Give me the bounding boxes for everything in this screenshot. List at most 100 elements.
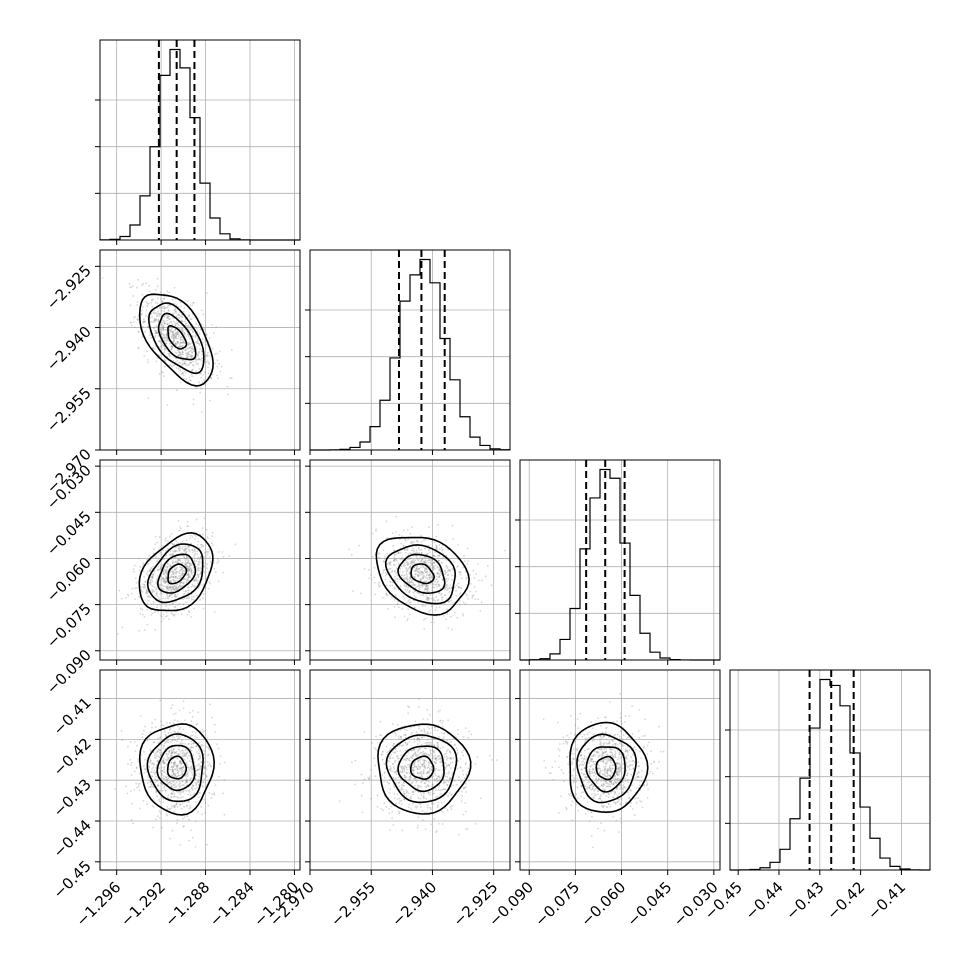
scatter-point bbox=[213, 792, 215, 795]
scatter-point bbox=[163, 322, 166, 324]
contour-2-0-0 bbox=[167, 563, 188, 585]
scatter-point bbox=[191, 369, 193, 372]
scatter-point bbox=[412, 793, 415, 796]
scatter-point bbox=[162, 327, 164, 330]
scatter-point bbox=[386, 594, 389, 597]
scatter-point bbox=[206, 553, 209, 555]
scatter-point bbox=[201, 728, 204, 731]
scatter-point bbox=[426, 569, 428, 571]
scatter-point bbox=[157, 610, 160, 613]
scatter-point bbox=[199, 348, 202, 351]
scatter-point bbox=[403, 790, 405, 793]
scatter-point bbox=[476, 756, 479, 758]
scatter-point bbox=[188, 818, 190, 821]
scatter-point bbox=[183, 816, 186, 818]
scatter-point bbox=[445, 772, 448, 775]
scatter-point bbox=[170, 785, 173, 788]
scatter-point bbox=[401, 767, 403, 769]
scatter-point bbox=[176, 796, 178, 798]
scatter-point bbox=[198, 547, 201, 549]
scatter-point bbox=[211, 544, 214, 547]
scatter-point bbox=[424, 538, 427, 541]
scatter-point bbox=[161, 321, 164, 324]
scatter-point bbox=[443, 781, 446, 784]
scatter-point bbox=[388, 561, 390, 564]
scatter-point bbox=[142, 321, 145, 324]
scatter-point bbox=[207, 537, 210, 540]
scatter-point bbox=[161, 752, 164, 754]
scatter-point bbox=[163, 320, 166, 323]
scatter-point bbox=[418, 698, 420, 700]
scatter-point bbox=[154, 771, 157, 774]
scatter-point bbox=[409, 613, 411, 616]
scatter-point bbox=[193, 580, 196, 583]
scatter-point bbox=[173, 585, 176, 587]
scatter-point bbox=[125, 597, 127, 599]
scatter-point bbox=[121, 739, 124, 741]
scatter-point bbox=[175, 600, 177, 603]
scatter-point bbox=[161, 332, 164, 335]
scatter-point bbox=[189, 779, 191, 782]
scatter-point bbox=[383, 771, 386, 774]
scatter-point bbox=[448, 591, 450, 593]
scatter-point bbox=[188, 573, 190, 576]
scatter-point bbox=[195, 560, 198, 562]
scatter-point bbox=[417, 737, 419, 740]
scatter-point bbox=[187, 577, 190, 579]
scatter-point bbox=[416, 570, 419, 573]
scatter-point bbox=[472, 569, 475, 572]
scatter-point bbox=[439, 569, 442, 571]
scatter-point bbox=[201, 360, 204, 362]
scatter-point bbox=[197, 339, 200, 342]
scatter-point bbox=[166, 573, 168, 575]
scatter-point bbox=[423, 728, 426, 731]
scatter-point bbox=[409, 562, 412, 565]
scatter-point bbox=[433, 778, 436, 781]
scatter-point bbox=[417, 574, 419, 577]
scatter-point bbox=[182, 351, 184, 354]
scatter-point bbox=[461, 769, 464, 772]
scatter-point bbox=[436, 581, 438, 584]
scatter-point bbox=[163, 375, 165, 377]
scatter-point bbox=[195, 323, 198, 326]
scatter-point bbox=[199, 557, 202, 559]
scatter-point bbox=[422, 770, 425, 773]
scatter-point bbox=[181, 344, 184, 347]
scatter-point bbox=[386, 781, 389, 783]
scatter-point bbox=[175, 342, 178, 345]
scatter-point bbox=[180, 353, 183, 356]
scatter-point bbox=[409, 565, 412, 567]
scatter-point bbox=[171, 333, 174, 336]
scatter-point bbox=[170, 553, 173, 556]
scatter-point bbox=[162, 326, 165, 329]
scatter-point bbox=[173, 761, 176, 764]
scatter-point bbox=[435, 546, 438, 549]
scatter-point bbox=[172, 738, 175, 741]
scatter-point bbox=[403, 774, 406, 777]
scatter-point bbox=[196, 342, 199, 345]
scatter-point bbox=[488, 754, 491, 757]
scatter-point bbox=[163, 761, 166, 763]
scatter-point bbox=[187, 591, 190, 594]
scatter-point bbox=[167, 586, 170, 588]
scatter-point bbox=[152, 589, 155, 592]
scatter-point bbox=[181, 329, 183, 332]
xtick-label-1-1: −2.955 bbox=[327, 878, 379, 930]
scatter-point bbox=[172, 579, 175, 581]
contour-3-1-1 bbox=[397, 745, 445, 793]
scatter-point bbox=[426, 590, 429, 593]
scatter-point bbox=[193, 350, 195, 352]
scatter-point bbox=[189, 342, 191, 345]
scatter-point bbox=[430, 576, 432, 579]
scatter-point bbox=[450, 793, 453, 796]
scatter-point bbox=[419, 803, 422, 806]
scatter-point bbox=[413, 748, 416, 751]
scatter-point bbox=[190, 542, 192, 545]
scatter-point bbox=[181, 768, 184, 771]
scatter-point bbox=[161, 578, 164, 581]
scatter-point bbox=[185, 580, 188, 583]
scatter-point bbox=[183, 719, 186, 722]
scatter-point bbox=[157, 575, 159, 578]
scatter-point bbox=[187, 559, 190, 562]
scatter-point bbox=[449, 751, 452, 754]
